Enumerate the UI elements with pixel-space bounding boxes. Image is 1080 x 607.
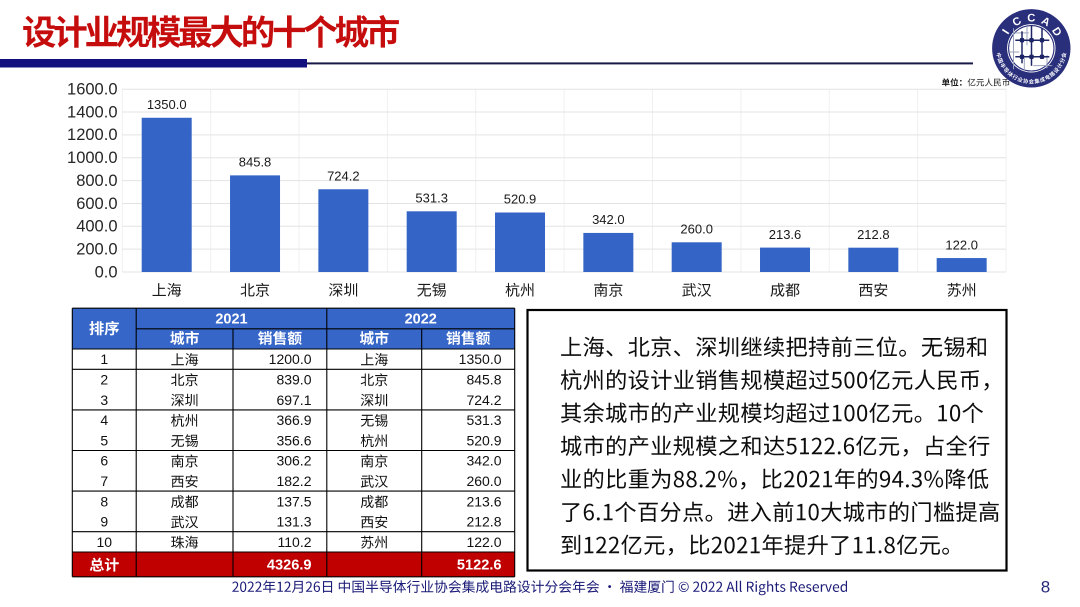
svg-text:213.6: 213.6 xyxy=(769,227,802,242)
svg-text:1350.0: 1350.0 xyxy=(459,351,502,367)
svg-text:1600.0: 1600.0 xyxy=(67,81,117,99)
svg-text:5122.6: 5122.6 xyxy=(457,558,502,574)
svg-text:342.0: 342.0 xyxy=(466,453,501,469)
svg-text:724.2: 724.2 xyxy=(327,168,360,183)
svg-text:600.0: 600.0 xyxy=(76,195,117,213)
svg-text:4326.9: 4326.9 xyxy=(267,558,312,574)
svg-text:10: 10 xyxy=(96,534,112,550)
svg-text:1350.0: 1350.0 xyxy=(147,97,187,112)
svg-text:200.0: 200.0 xyxy=(76,240,117,258)
svg-text:366.9: 366.9 xyxy=(276,412,311,428)
svg-text:1400.0: 1400.0 xyxy=(67,103,117,121)
svg-text:697.1: 697.1 xyxy=(276,392,311,408)
svg-text:6: 6 xyxy=(100,453,108,469)
svg-text:213.6: 213.6 xyxy=(466,493,501,509)
svg-text:845.8: 845.8 xyxy=(466,371,501,387)
svg-text:724.2: 724.2 xyxy=(466,392,501,408)
svg-text:531.3: 531.3 xyxy=(466,412,501,428)
svg-text:1200.0: 1200.0 xyxy=(269,351,312,367)
svg-text:306.2: 306.2 xyxy=(276,453,311,469)
svg-text:260.0: 260.0 xyxy=(466,473,501,489)
svg-text:182.2: 182.2 xyxy=(276,473,311,489)
svg-text:122.0: 122.0 xyxy=(945,237,978,252)
svg-text:4: 4 xyxy=(100,412,108,428)
svg-text:8: 8 xyxy=(1041,577,1050,596)
svg-text:212.8: 212.8 xyxy=(466,514,501,530)
svg-text:212.8: 212.8 xyxy=(857,227,890,242)
svg-text:137.5: 137.5 xyxy=(276,493,311,509)
svg-text:3: 3 xyxy=(100,392,108,408)
svg-text:9: 9 xyxy=(100,514,108,530)
svg-text:122.0: 122.0 xyxy=(466,534,501,550)
svg-text:839.0: 839.0 xyxy=(276,371,311,387)
svg-text:1000.0: 1000.0 xyxy=(67,149,117,167)
svg-text:356.6: 356.6 xyxy=(276,432,311,448)
svg-text:5: 5 xyxy=(100,432,108,448)
svg-text:131.3: 131.3 xyxy=(276,514,311,530)
svg-text:2022: 2022 xyxy=(405,312,437,328)
svg-text:800.0: 800.0 xyxy=(76,172,117,190)
svg-text:400.0: 400.0 xyxy=(76,218,117,236)
svg-text:1: 1 xyxy=(100,351,108,367)
svg-text:520.9: 520.9 xyxy=(466,432,501,448)
svg-text:8: 8 xyxy=(100,493,108,509)
svg-text:2021: 2021 xyxy=(215,312,247,328)
svg-text:110.2: 110.2 xyxy=(278,534,312,550)
svg-text:7: 7 xyxy=(100,473,108,489)
svg-text:0.0: 0.0 xyxy=(95,263,118,281)
svg-text:531.3: 531.3 xyxy=(415,191,448,206)
svg-text:342.0: 342.0 xyxy=(592,212,625,227)
svg-text:845.8: 845.8 xyxy=(239,155,272,170)
svg-text:2: 2 xyxy=(100,371,108,387)
svg-text:520.9: 520.9 xyxy=(504,192,537,207)
svg-text:260.0: 260.0 xyxy=(680,221,713,236)
svg-text:1200.0: 1200.0 xyxy=(67,126,117,144)
